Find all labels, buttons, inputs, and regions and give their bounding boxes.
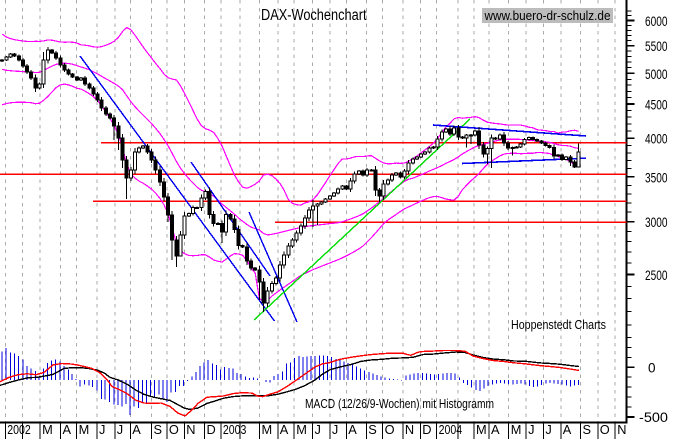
svg-text:MACD (12/26/9-Wochen) mit Hist: MACD (12/26/9-Wochen) mit Histogramm	[305, 397, 494, 411]
svg-text:2500: 2500	[645, 268, 668, 283]
svg-text:2003: 2003	[223, 422, 247, 437]
svg-text:-500: -500	[639, 410, 668, 425]
svg-text:M: M	[42, 422, 53, 437]
svg-text:DAX-Wochenchart: DAX-Wochenchart	[261, 7, 367, 24]
svg-text:A: A	[132, 422, 141, 437]
svg-text:2004: 2004	[439, 422, 463, 437]
svg-text:0: 0	[648, 360, 656, 375]
svg-text:www.buero-dr-schulz.de: www.buero-dr-schulz.de	[484, 8, 611, 23]
svg-text:D: D	[207, 422, 216, 437]
svg-text:4500: 4500	[645, 98, 668, 113]
svg-text:J: J	[117, 422, 123, 437]
svg-text:A: A	[563, 422, 572, 437]
svg-text:M: M	[79, 422, 90, 437]
svg-text:A: A	[63, 422, 72, 437]
svg-text:M: M	[262, 422, 273, 437]
svg-text:J: J	[545, 422, 551, 437]
svg-text:N: N	[405, 422, 414, 437]
svg-text:N: N	[186, 422, 195, 437]
svg-text:3500: 3500	[645, 170, 668, 185]
svg-text:2002: 2002	[7, 422, 31, 437]
svg-text:6000: 6000	[645, 14, 668, 29]
svg-text:5500: 5500	[645, 39, 668, 54]
svg-text:Hoppenstedt Charts: Hoppenstedt Charts	[511, 318, 606, 332]
svg-text:M: M	[476, 422, 487, 437]
svg-text:J: J	[99, 422, 105, 437]
svg-text:D: D	[422, 422, 431, 437]
svg-text:S: S	[583, 422, 592, 437]
svg-text:J: J	[315, 422, 321, 437]
svg-text:3000: 3000	[645, 215, 668, 230]
svg-text:5000: 5000	[645, 67, 668, 82]
svg-text:O: O	[169, 422, 179, 437]
svg-text:4000: 4000	[645, 132, 668, 147]
svg-text:N: N	[617, 422, 626, 437]
svg-text:O: O	[600, 422, 610, 437]
svg-text:O: O	[385, 422, 395, 437]
svg-text:A: A	[280, 422, 289, 437]
svg-text:M: M	[296, 422, 307, 437]
svg-text:A: A	[491, 422, 500, 437]
svg-text:S: S	[368, 422, 377, 437]
svg-text:M: M	[511, 422, 522, 437]
svg-text:S: S	[154, 422, 163, 437]
svg-text:J: J	[528, 422, 534, 437]
svg-text:J: J	[332, 422, 338, 437]
svg-text:A: A	[348, 422, 357, 437]
